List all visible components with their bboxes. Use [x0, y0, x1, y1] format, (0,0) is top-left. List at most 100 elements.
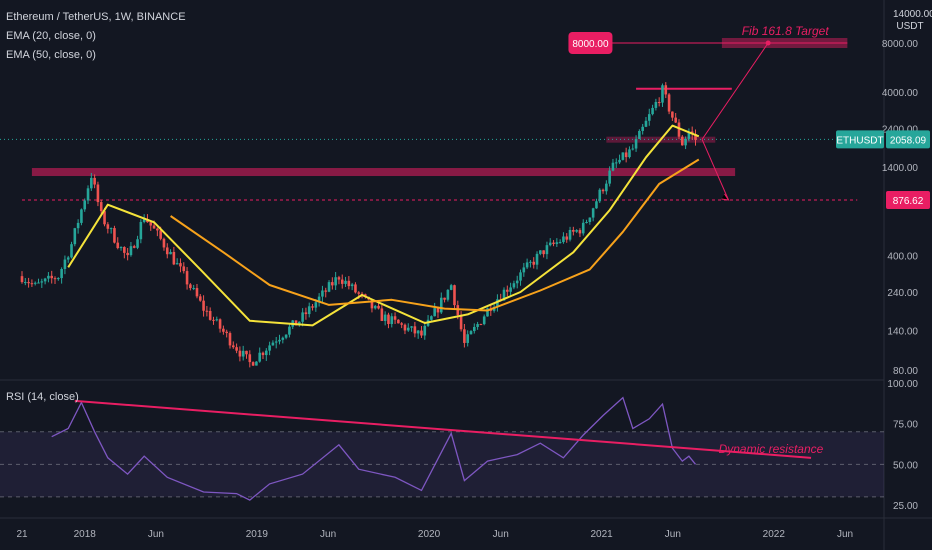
candle-body [20, 276, 24, 283]
time-tick-label: 2019 [246, 529, 269, 540]
candle-body [476, 324, 479, 327]
candle-body [142, 219, 146, 222]
candle-body [539, 250, 542, 254]
rsi-tick-label: 75.00 [893, 420, 918, 431]
candle-body [198, 296, 202, 301]
candle-body [459, 314, 463, 330]
candle-body [614, 162, 618, 164]
candle-body [529, 261, 532, 263]
candle-body [634, 138, 638, 149]
candle-body [482, 316, 486, 325]
candle-body [347, 280, 351, 287]
ema50-line [170, 158, 700, 312]
candle-body [605, 183, 608, 192]
candle-body [311, 306, 314, 308]
time-tick-label: Jun [493, 529, 509, 540]
candle-body [588, 217, 592, 222]
candle-body [248, 354, 252, 363]
candle-body [572, 230, 575, 232]
candle-body [350, 284, 354, 287]
price-tick-label: 240.00 [887, 288, 918, 299]
candle-body [179, 263, 182, 267]
candle-body [96, 184, 100, 203]
candle-body [119, 247, 123, 249]
candle-body [139, 221, 143, 240]
candle-body [469, 331, 473, 335]
candle-body [591, 208, 595, 218]
candle-body [436, 308, 440, 313]
candle-body [644, 120, 648, 127]
candle-body [185, 271, 189, 285]
candle-body [43, 278, 47, 282]
candle-body [324, 290, 328, 292]
candle-body [294, 320, 298, 326]
candle-body [156, 228, 159, 231]
rsi-legend: RSI (14, close) [6, 391, 79, 403]
candle-body [657, 101, 661, 103]
candle-body [169, 251, 172, 255]
target-zone [721, 38, 848, 48]
candle-body [453, 285, 456, 306]
candle-body [245, 350, 248, 355]
candle-body [241, 350, 245, 357]
candle-body [555, 242, 559, 244]
candle-body [581, 222, 585, 234]
candle-body [624, 152, 628, 158]
rsi-tick-label: 100.00 [887, 379, 918, 390]
candle-body [37, 282, 40, 284]
candle-body [430, 316, 433, 320]
time-tick-label: 21 [16, 529, 28, 540]
candle-body [512, 283, 516, 288]
candle-body [90, 177, 93, 189]
candle-body [218, 319, 222, 329]
candle-body [631, 148, 635, 150]
candle-body [255, 361, 258, 366]
candle-body [387, 314, 390, 325]
symbol-legend: Ethereum / TetherUS, 1W, BINANCE [6, 11, 186, 23]
candle-body [172, 251, 176, 265]
candle-body [258, 352, 262, 362]
candles-group [20, 82, 697, 368]
current-price-tag [886, 130, 930, 149]
price-axis-unit: 14000.00 USDT [893, 9, 932, 33]
candle-body [439, 297, 443, 313]
candle-body [370, 299, 374, 309]
candle-body [301, 312, 304, 322]
candle-body [238, 350, 242, 357]
candle-body [192, 288, 195, 290]
candle-body [321, 290, 324, 297]
symbol-tag-box [836, 130, 884, 149]
candle-body [420, 330, 423, 336]
candle-body [265, 350, 268, 356]
candle-body [268, 345, 271, 351]
target-point [765, 40, 771, 46]
candle-body [509, 287, 512, 292]
candle-body [80, 209, 83, 223]
rsi-tick-label: 50.00 [893, 460, 918, 471]
candle-body [611, 162, 615, 171]
candle-body [83, 200, 87, 210]
candle-body [416, 330, 420, 334]
target-price-box [568, 32, 613, 54]
candle-body [228, 333, 232, 346]
candle-body [109, 228, 113, 230]
candle-body [506, 289, 509, 292]
price-tick-label: 4000.00 [882, 88, 919, 99]
candle-body [73, 228, 77, 245]
candle-body [152, 225, 156, 229]
candle-body [123, 247, 126, 253]
candle-body [57, 278, 60, 280]
candle-body [274, 341, 278, 343]
symbol-tag-text: ETHUSDT [836, 135, 883, 146]
candle-body [651, 107, 654, 115]
candle-body [532, 261, 536, 265]
candle-body [393, 316, 397, 320]
candle-body [568, 230, 572, 240]
candle-body [601, 189, 605, 192]
candle-body [433, 308, 436, 317]
top-price-label: 14000.00 [893, 9, 932, 20]
resistance-zone [31, 168, 736, 177]
candle-body [552, 242, 555, 244]
candle-body [585, 221, 588, 223]
